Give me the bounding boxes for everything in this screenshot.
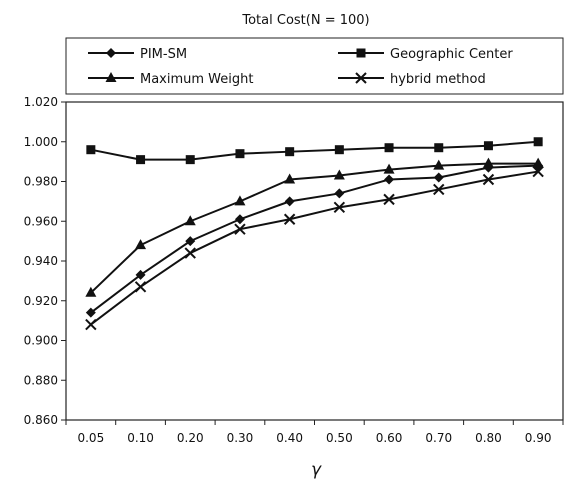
data-point-hybrid-method	[283, 213, 296, 225]
y-tick-label: 0.860	[24, 413, 58, 427]
x-tick-label: 0.05	[77, 431, 104, 445]
data-point-pim-sm	[85, 307, 96, 318]
x-tick-label: 0.70	[425, 431, 452, 445]
data-point-hybrid-method	[234, 223, 246, 235]
legend-label-pim-sm: PIM-SM	[140, 47, 187, 62]
data-point-maximum-weight	[184, 215, 196, 226]
legend-item-pim-sm: PIM-SM	[88, 47, 187, 62]
legend: PIM-SM Geographic Center Maximum Weight hyb…	[65, 37, 564, 95]
y-tick-label: 0.920	[24, 294, 58, 308]
data-point-geographic-center	[136, 155, 146, 165]
data-point-maximum-weight	[532, 157, 544, 168]
y-tick-label: 0.900	[24, 334, 58, 348]
y-tick-label: 0.980	[24, 175, 58, 189]
legend-marker-hybrid-method	[355, 72, 367, 84]
data-point-hybrid-method	[532, 165, 544, 178]
data-point-geographic-center	[285, 147, 295, 157]
x-tick-label: 0.10	[127, 431, 154, 445]
data-point-maximum-weight	[284, 173, 296, 184]
data-point-maximum-weight	[234, 195, 246, 206]
y-tick-label: 1.000	[24, 135, 58, 149]
data-point-pim-sm	[334, 188, 345, 199]
x-tick-label: 0.80	[475, 431, 502, 445]
data-point-maximum-weight	[383, 163, 395, 174]
legend-item-maximum-weight: Maximum Weight	[88, 72, 253, 87]
x-axis-label: γ	[311, 460, 322, 480]
series-line-geographic-center	[90, 140, 539, 161]
data-point-pim-sm	[234, 214, 245, 225]
plot-area: 0.860 0.880 0.900 0.920 0.940 0.960 0.980 1.000…	[24, 95, 564, 445]
legend-label-hybrid-method: hybrid method	[390, 72, 486, 87]
data-point-pim-sm	[185, 236, 196, 247]
data-point-geographic-center	[533, 137, 543, 147]
data-point-geographic-center	[434, 143, 444, 153]
data-point-maximum-weight	[135, 239, 147, 250]
y-tick-label: 0.940	[24, 254, 58, 268]
data-point-maximum-weight	[482, 157, 494, 168]
x-tick-label: 0.20	[177, 431, 204, 445]
data-point-hybrid-method	[482, 173, 495, 186]
data-point-pim-sm	[384, 174, 395, 185]
x-tick-label: 0.40	[276, 431, 303, 445]
data-point-hybrid-method	[85, 318, 97, 331]
x-tick-label: 0.50	[326, 431, 353, 445]
data-point-hybrid-method	[134, 281, 147, 293]
data-point-geographic-center	[86, 145, 96, 155]
data-point-maximum-weight	[333, 169, 345, 180]
series-line-pim-sm	[90, 164, 539, 314]
data-point-hybrid-method	[433, 183, 445, 196]
y-tick-label: 1.020	[24, 95, 58, 109]
data-point-hybrid-method	[333, 201, 346, 214]
series-geographic-center	[86, 137, 543, 165]
legend-item-geographic-center: Geographic Center	[338, 47, 513, 62]
series-maximum-weight	[85, 157, 544, 297]
series-line-hybrid-method	[90, 170, 539, 326]
series-hybrid-method	[85, 165, 544, 331]
legend-item-hybrid-method: hybrid method	[338, 72, 486, 87]
data-point-geographic-center	[384, 143, 394, 153]
y-tick-label: 0.880	[24, 373, 58, 387]
data-point-pim-sm	[284, 196, 295, 207]
data-point-pim-sm	[135, 269, 146, 280]
data-point-hybrid-method	[383, 193, 395, 206]
data-point-geographic-center	[235, 149, 245, 159]
legend-label-geographic-center: Geographic Center	[390, 47, 513, 62]
data-point-geographic-center	[185, 155, 195, 165]
x-tick-label: 0.90	[525, 431, 552, 445]
data-point-geographic-center	[483, 141, 493, 151]
series-line-maximum-weight	[90, 162, 539, 294]
data-point-maximum-weight	[85, 286, 97, 297]
x-tick-label: 0.60	[376, 431, 403, 445]
legend-marker-pim-sm	[106, 48, 116, 58]
data-point-pim-sm	[433, 172, 444, 183]
legend-box	[65, 37, 564, 95]
y-tick-label: 0.960	[24, 214, 58, 228]
x-tick-label: 0.30	[227, 431, 254, 445]
legend-marker-maximum-weight	[105, 72, 117, 82]
data-point-hybrid-method	[184, 247, 196, 259]
legend-marker-geographic-center	[356, 48, 366, 58]
data-point-maximum-weight	[433, 159, 445, 170]
chart-title: Total Cost(N = 100)	[241, 13, 369, 28]
data-point-geographic-center	[334, 145, 344, 155]
legend-label-maximum-weight: Maximum Weight	[140, 72, 253, 87]
